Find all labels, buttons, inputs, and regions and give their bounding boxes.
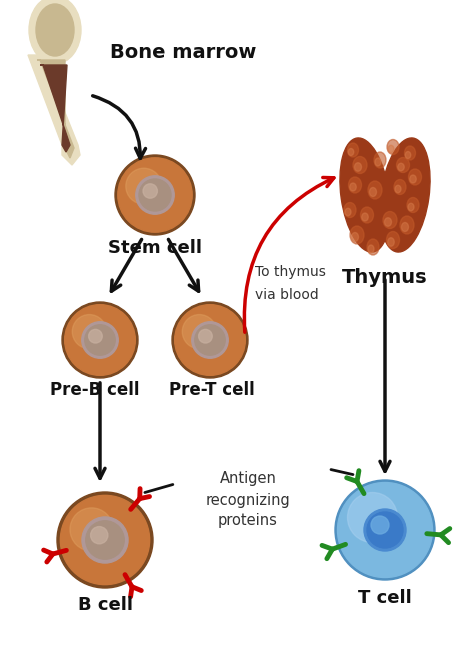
Ellipse shape (408, 203, 414, 211)
Text: Pre-B cell: Pre-B cell (50, 381, 140, 399)
Ellipse shape (29, 0, 81, 64)
Ellipse shape (395, 185, 401, 193)
Ellipse shape (398, 163, 404, 171)
Text: B cell: B cell (78, 596, 133, 614)
Text: To thymus: To thymus (255, 265, 326, 279)
Ellipse shape (355, 163, 362, 171)
Ellipse shape (368, 245, 374, 253)
Circle shape (91, 527, 108, 544)
Ellipse shape (394, 179, 406, 195)
Ellipse shape (409, 169, 421, 185)
Text: Thymus: Thymus (342, 268, 428, 286)
Ellipse shape (347, 143, 358, 157)
Circle shape (367, 512, 403, 548)
Text: via blood: via blood (255, 288, 319, 302)
Ellipse shape (367, 239, 379, 255)
Circle shape (64, 304, 136, 375)
Circle shape (89, 329, 102, 343)
Ellipse shape (386, 231, 400, 248)
Ellipse shape (410, 175, 416, 183)
Circle shape (85, 325, 115, 355)
Ellipse shape (348, 177, 362, 193)
Ellipse shape (352, 233, 358, 242)
Ellipse shape (361, 207, 374, 223)
Ellipse shape (383, 211, 397, 229)
Circle shape (364, 509, 406, 551)
Ellipse shape (404, 146, 416, 160)
Circle shape (115, 155, 195, 235)
Ellipse shape (350, 226, 364, 244)
Ellipse shape (348, 149, 354, 155)
Text: Stem cell: Stem cell (108, 239, 202, 257)
Ellipse shape (405, 151, 411, 159)
Circle shape (172, 302, 248, 378)
Ellipse shape (368, 181, 382, 199)
Ellipse shape (344, 203, 356, 217)
Circle shape (192, 322, 228, 358)
Circle shape (335, 480, 435, 580)
Circle shape (143, 184, 157, 198)
Circle shape (174, 304, 246, 375)
Circle shape (57, 492, 153, 588)
Ellipse shape (374, 152, 386, 168)
Ellipse shape (400, 216, 414, 234)
Circle shape (82, 517, 128, 563)
Ellipse shape (388, 237, 394, 246)
Circle shape (126, 168, 162, 204)
Circle shape (195, 325, 225, 355)
Ellipse shape (375, 158, 381, 166)
Ellipse shape (401, 223, 409, 231)
Text: Pre-T cell: Pre-T cell (169, 381, 255, 399)
Circle shape (337, 482, 432, 577)
Ellipse shape (380, 138, 430, 252)
Ellipse shape (387, 140, 399, 155)
Text: T cell: T cell (358, 589, 412, 607)
Ellipse shape (353, 157, 367, 173)
Ellipse shape (362, 213, 368, 221)
Ellipse shape (407, 197, 419, 213)
Circle shape (62, 302, 138, 378)
Ellipse shape (396, 157, 410, 173)
Circle shape (136, 176, 174, 214)
Text: Antigen
recognizing
proteins: Antigen recognizing proteins (206, 472, 291, 529)
Polygon shape (28, 55, 80, 165)
Polygon shape (40, 65, 70, 152)
Circle shape (139, 179, 171, 211)
Ellipse shape (370, 187, 376, 197)
Circle shape (118, 158, 192, 232)
Ellipse shape (345, 208, 351, 215)
Ellipse shape (388, 145, 394, 153)
Ellipse shape (350, 183, 356, 191)
Circle shape (86, 520, 124, 559)
Circle shape (70, 508, 113, 551)
Circle shape (60, 495, 150, 585)
Circle shape (182, 314, 217, 349)
Circle shape (199, 329, 212, 343)
Circle shape (82, 322, 118, 358)
Polygon shape (37, 60, 74, 158)
Ellipse shape (384, 217, 392, 226)
Ellipse shape (340, 138, 390, 252)
Circle shape (347, 492, 398, 543)
Text: Bone marrow: Bone marrow (110, 43, 256, 62)
Circle shape (371, 516, 389, 534)
Circle shape (72, 314, 107, 349)
Ellipse shape (36, 4, 74, 56)
